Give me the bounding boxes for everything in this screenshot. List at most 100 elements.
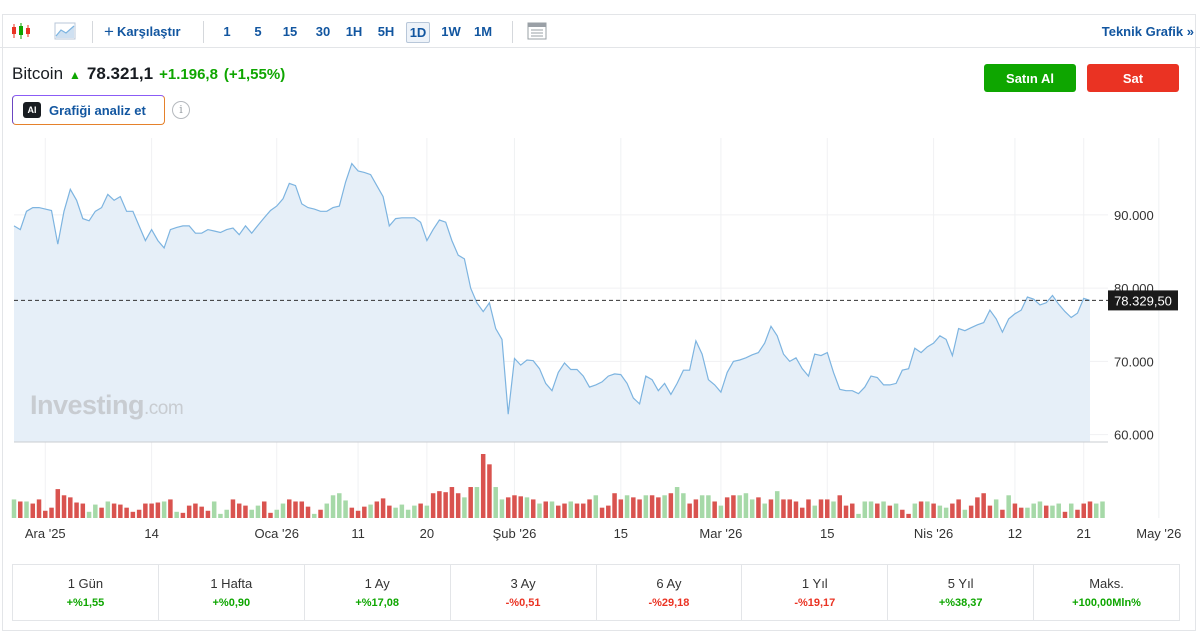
period-label: 1 Ay bbox=[364, 576, 390, 591]
volume-bar bbox=[355, 510, 361, 518]
volume-bar bbox=[330, 495, 336, 518]
compare-label: Karşılaştır bbox=[116, 24, 181, 39]
volume-bar bbox=[606, 505, 611, 518]
interval-1hour[interactable]: 1H bbox=[345, 24, 363, 39]
volume-bar bbox=[887, 505, 893, 518]
volume-bar bbox=[186, 505, 192, 518]
volume-bar bbox=[1081, 503, 1086, 518]
volume-bar bbox=[1075, 509, 1080, 518]
volume-bar bbox=[981, 493, 986, 518]
volume-bar bbox=[80, 503, 86, 518]
area-chart-icon[interactable] bbox=[54, 20, 76, 42]
volume-bar bbox=[581, 503, 586, 518]
volume-bar bbox=[218, 513, 223, 518]
volume-bar bbox=[462, 497, 467, 518]
volume-bar bbox=[161, 501, 167, 518]
volume-bar bbox=[512, 495, 517, 518]
volume-bar bbox=[99, 507, 104, 518]
interval-5hour[interactable]: 5H bbox=[377, 24, 395, 39]
volume-bar bbox=[430, 493, 436, 518]
volume-bar bbox=[862, 501, 868, 518]
period-cell[interactable]: 1 Gün +%1,55 bbox=[13, 565, 159, 620]
y-tick-label: 60.000 bbox=[1114, 428, 1154, 443]
x-tick-label: 15 bbox=[614, 526, 628, 541]
volume-bar bbox=[687, 503, 692, 518]
volume-bar bbox=[837, 495, 843, 518]
interval-30min[interactable]: 30 bbox=[315, 24, 331, 39]
interval-15min[interactable]: 15 bbox=[282, 24, 298, 39]
volume-bar bbox=[437, 491, 442, 518]
volume-bar bbox=[781, 499, 786, 518]
volume-bar bbox=[43, 510, 48, 518]
volume-bar bbox=[881, 501, 886, 518]
buy-button[interactable]: Satın Al bbox=[984, 64, 1076, 92]
interval-1day[interactable]: 1D bbox=[406, 22, 430, 43]
volume-bar bbox=[1006, 495, 1011, 518]
period-label: 1 Hafta bbox=[210, 576, 253, 591]
performance-periods: 1 Gün +%1,55 1 Hafta +%0,90 1 Ay +%17,08 3 … bbox=[12, 564, 1180, 621]
volume-bar bbox=[455, 493, 461, 518]
volume-bar bbox=[211, 501, 217, 518]
volume-bar bbox=[199, 506, 204, 518]
volume-bar bbox=[74, 502, 79, 518]
period-cell[interactable]: Maks. +100,00Mln% bbox=[1034, 565, 1179, 620]
y-tick-label: 90.000 bbox=[1114, 208, 1154, 223]
sell-button[interactable]: Sat bbox=[1087, 64, 1179, 92]
chart-grid bbox=[14, 138, 1160, 518]
period-cell[interactable]: 3 Ay -%0,51 bbox=[451, 565, 597, 620]
volume-bar bbox=[549, 501, 555, 518]
table-view-icon[interactable] bbox=[526, 20, 548, 42]
technical-chart-link[interactable]: Teknik Grafik » bbox=[1101, 24, 1194, 39]
volume-bar bbox=[856, 513, 861, 518]
interval-1week[interactable]: 1W bbox=[441, 24, 461, 39]
volume-bar bbox=[706, 495, 711, 518]
plus-icon: + bbox=[104, 22, 114, 41]
interval-1month[interactable]: 1M bbox=[473, 24, 493, 39]
volume-bar bbox=[387, 505, 392, 518]
volume-bar bbox=[249, 509, 254, 518]
volume-bar bbox=[418, 503, 423, 518]
volume-bar bbox=[712, 501, 717, 518]
volume-bar bbox=[368, 504, 373, 518]
period-cell[interactable]: 1 Ay +%17,08 bbox=[305, 565, 451, 620]
volume-bar bbox=[305, 506, 311, 518]
period-cell[interactable]: 1 Yıl -%19,17 bbox=[742, 565, 889, 620]
volume-bar bbox=[768, 499, 774, 518]
volume-bar bbox=[693, 499, 699, 518]
volume-bar bbox=[443, 492, 448, 518]
volume-bar bbox=[656, 497, 661, 518]
period-cell[interactable]: 6 Ay -%29,18 bbox=[597, 565, 743, 620]
volume-bar bbox=[412, 505, 417, 518]
volume-bar bbox=[762, 503, 767, 518]
volume-bar bbox=[136, 509, 142, 518]
compare-button[interactable]: + Karşılaştır bbox=[104, 22, 181, 41]
analyze-chart-button[interactable]: AI Grafiği analiz et bbox=[12, 95, 165, 125]
candlestick-chart-icon[interactable] bbox=[10, 20, 32, 42]
volume-bar bbox=[130, 511, 136, 518]
volume-bar bbox=[906, 513, 911, 518]
current-price-label: 78.329,50 bbox=[1114, 293, 1172, 308]
volume-bar bbox=[224, 509, 229, 518]
volume-bar bbox=[681, 493, 686, 518]
volume-bar bbox=[243, 505, 248, 518]
interval-5min[interactable]: 5 bbox=[254, 24, 262, 39]
volume-bar bbox=[937, 505, 943, 518]
x-tick-label: Oca '26 bbox=[255, 526, 299, 541]
price-area bbox=[13, 162, 1108, 443]
volume-bar bbox=[111, 503, 117, 518]
period-cell[interactable]: 1 Hafta +%0,90 bbox=[159, 565, 305, 620]
period-cell[interactable]: 5 Yıl +%38,37 bbox=[888, 565, 1035, 620]
volume-bar bbox=[349, 507, 355, 518]
toolbar-divider bbox=[512, 21, 513, 43]
x-tick-label: Ara '25 bbox=[25, 526, 66, 541]
volume-bar bbox=[49, 507, 54, 518]
info-icon[interactable]: i bbox=[172, 101, 190, 119]
volume-bar bbox=[268, 512, 273, 518]
volume-bar bbox=[574, 503, 580, 518]
volume-bar bbox=[843, 505, 849, 518]
volume-bar bbox=[449, 487, 455, 518]
period-label: 5 Yıl bbox=[947, 576, 974, 591]
interval-1min[interactable]: 1 bbox=[223, 24, 231, 39]
volume-bar bbox=[875, 503, 880, 518]
